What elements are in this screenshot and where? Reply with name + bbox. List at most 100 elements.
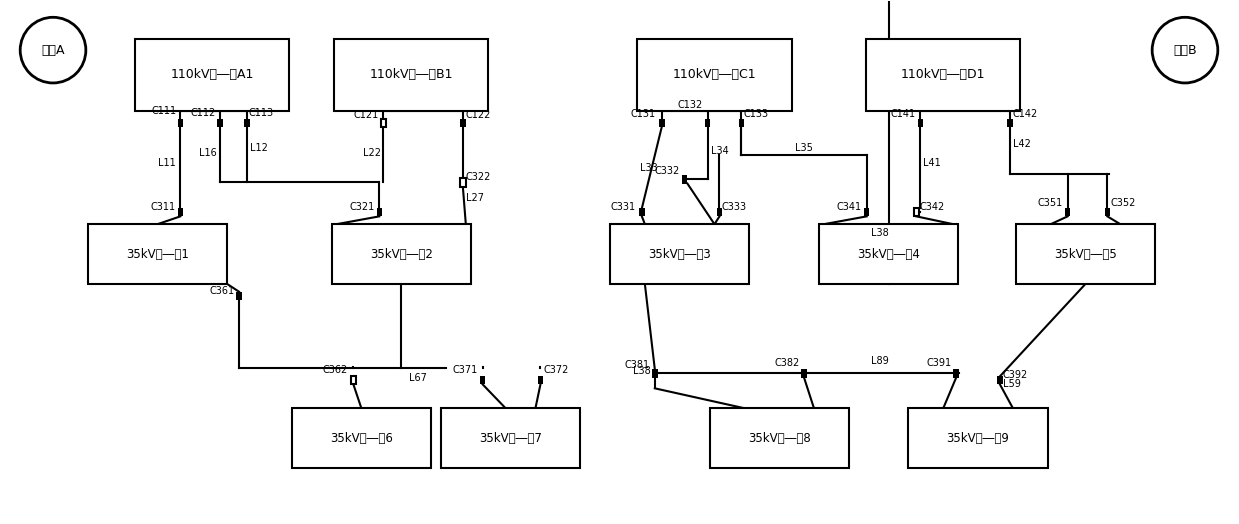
Bar [135, 39, 289, 111]
Text: 35kV厂―站7: 35kV厂―站7 [479, 432, 541, 444]
Text: L27: L27 [466, 193, 483, 203]
Bar [1016, 224, 1155, 284]
Bar [652, 369, 658, 377]
Text: C322: C322 [466, 172, 491, 182]
Bar [681, 176, 688, 183]
Bar [716, 208, 722, 216]
Bar [1007, 118, 1012, 127]
Text: C361: C361 [209, 286, 234, 296]
Text: 110kV厂―站B1: 110kV厂―站B1 [369, 69, 453, 82]
Text: C372: C372 [544, 365, 569, 375]
Text: 电厂A: 电厂A [41, 43, 64, 57]
Bar [819, 224, 958, 284]
Bar [177, 118, 183, 127]
Text: 电厂B: 电厂B [1173, 43, 1197, 57]
Text: L11: L11 [159, 158, 176, 168]
Text: 35kV厂―站2: 35kV厂―站2 [369, 247, 432, 260]
Text: 35kV厂―站6: 35kV厂―站6 [330, 432, 393, 444]
Bar [710, 408, 849, 468]
Text: L34: L34 [710, 146, 729, 156]
Bar [637, 39, 792, 111]
Bar [659, 118, 664, 127]
Text: 110kV厂―站C1: 110kV厂―站C1 [673, 69, 756, 82]
Bar [217, 118, 223, 127]
Text: C332: C332 [655, 167, 680, 177]
Text: L38: L38 [633, 366, 650, 376]
Text: 110kV厂―站A1: 110kV厂―站A1 [171, 69, 254, 82]
Bar [291, 408, 431, 468]
Bar [610, 224, 750, 284]
Text: L12: L12 [250, 143, 268, 152]
Bar [479, 376, 486, 385]
Text: C141: C141 [891, 109, 916, 119]
Text: L16: L16 [199, 148, 217, 158]
Bar [538, 376, 543, 385]
Text: 35kV厂―站1: 35kV厂―站1 [126, 247, 188, 260]
Bar [802, 369, 807, 377]
Text: 35kV厂―站8: 35kV厂―站8 [748, 432, 810, 444]
Text: L33: L33 [639, 162, 658, 172]
Text: L41: L41 [923, 158, 942, 168]
Text: C351: C351 [1038, 198, 1063, 209]
Bar [997, 376, 1002, 385]
Bar [908, 408, 1048, 468]
Text: C321: C321 [349, 202, 374, 212]
Text: C371: C371 [453, 365, 478, 375]
Bar [866, 39, 1021, 111]
Text: C331: C331 [610, 202, 636, 212]
Bar [380, 118, 387, 127]
Text: 35kV厂―站5: 35kV厂―站5 [1054, 247, 1116, 260]
Text: L22: L22 [363, 148, 382, 158]
Text: C311: C311 [150, 202, 176, 212]
Bar [864, 208, 870, 216]
Bar [639, 208, 644, 216]
Bar [460, 178, 466, 187]
Circle shape [1152, 17, 1218, 83]
Text: 35kV厂―站4: 35kV厂―站4 [857, 247, 921, 260]
Bar [441, 408, 580, 468]
Bar [1064, 208, 1070, 216]
Bar [918, 118, 923, 127]
Text: L42: L42 [1014, 139, 1031, 149]
Text: C341: C341 [836, 202, 862, 212]
Bar [177, 208, 183, 216]
Circle shape [20, 17, 85, 83]
Text: L38: L38 [871, 228, 888, 238]
Bar [244, 118, 250, 127]
Text: C391: C391 [927, 358, 952, 368]
Bar [88, 224, 227, 284]
Text: C142: C142 [1014, 109, 1038, 119]
Text: C352: C352 [1110, 198, 1136, 209]
Text: 35kV厂―站9: 35kV厂―站9 [947, 432, 1010, 444]
Text: C362: C362 [322, 365, 348, 375]
Text: C382: C382 [774, 358, 799, 368]
Text: C131: C131 [631, 109, 657, 119]
Bar [738, 118, 745, 127]
Text: C111: C111 [151, 106, 177, 116]
Text: L67: L67 [409, 374, 427, 384]
Text: C113: C113 [249, 108, 274, 118]
Bar [237, 292, 242, 300]
Text: C333: C333 [721, 202, 747, 212]
Bar [332, 224, 471, 284]
Text: C392: C392 [1002, 370, 1028, 380]
Text: C121: C121 [353, 110, 379, 120]
Text: L59: L59 [1002, 379, 1021, 389]
Text: C342: C342 [919, 202, 944, 212]
Text: 35kV厂―站3: 35kV厂―站3 [648, 247, 711, 260]
Bar [351, 376, 356, 385]
Text: C133: C133 [743, 109, 768, 119]
Bar [1105, 208, 1110, 216]
Text: L35: L35 [795, 143, 813, 152]
Text: C122: C122 [466, 110, 491, 120]
Text: L89: L89 [871, 356, 890, 366]
Bar [954, 369, 959, 377]
Text: C132: C132 [678, 100, 703, 110]
Bar [460, 118, 466, 127]
Bar [377, 208, 382, 216]
Text: 110kV厂―站D1: 110kV厂―站D1 [901, 69, 985, 82]
Bar [335, 39, 488, 111]
Text: C112: C112 [191, 108, 216, 118]
Bar [913, 208, 919, 216]
Text: C381: C381 [624, 361, 650, 370]
